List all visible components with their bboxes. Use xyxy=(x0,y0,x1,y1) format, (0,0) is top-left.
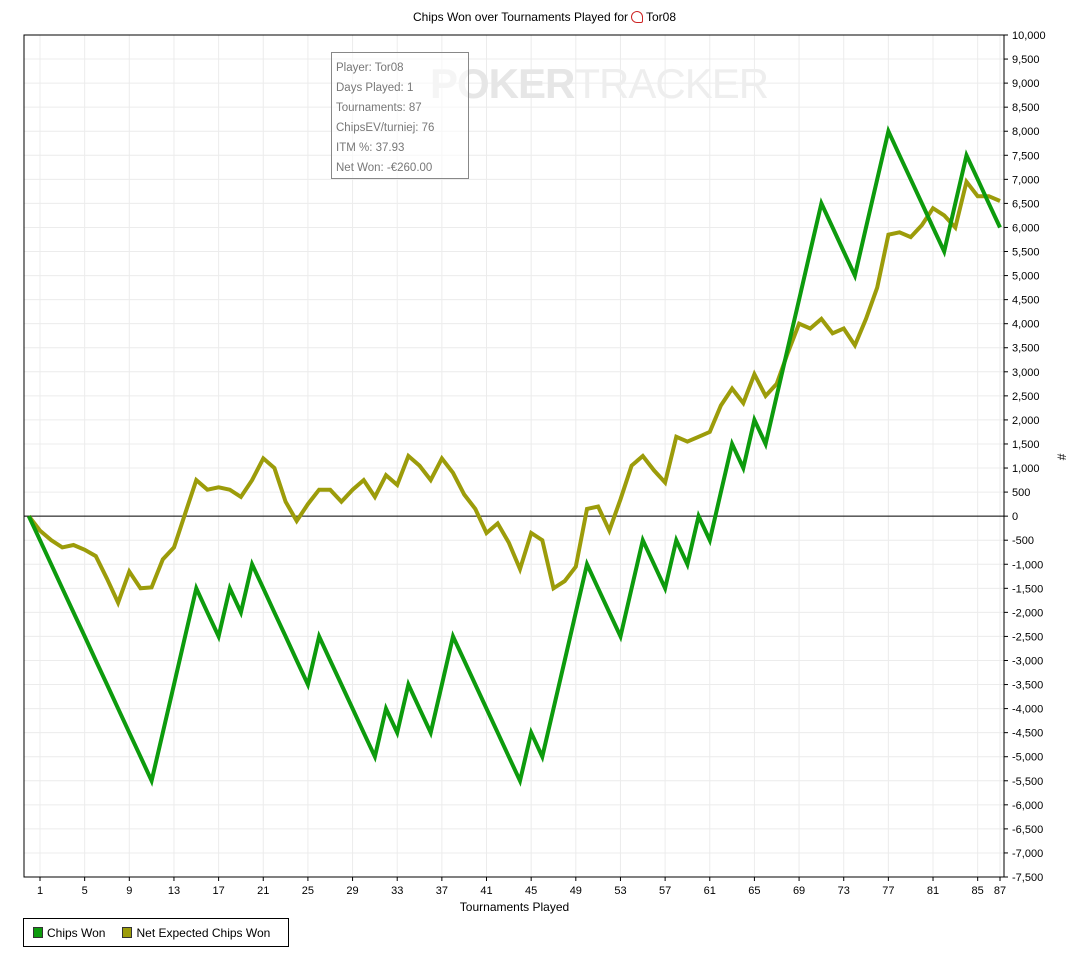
x-tick-label: 17 xyxy=(212,885,224,897)
y-tick-label: -5,000 xyxy=(1012,752,1043,764)
pokerstars-logo-icon xyxy=(630,11,643,23)
series-line-chips-won xyxy=(26,125,1002,787)
y-tick-label: -2,500 xyxy=(1012,631,1043,643)
legend-label: Net Expected Chips Won xyxy=(136,925,271,940)
x-tick-label: 81 xyxy=(927,885,939,897)
x-tick-label: 87 xyxy=(994,885,1006,897)
y-tick-label: 3,500 xyxy=(1012,343,1040,355)
x-tick-label: 25 xyxy=(302,885,314,897)
y-tick-label: 4,500 xyxy=(1012,295,1040,307)
y-tick-label: -3,000 xyxy=(1012,655,1043,667)
y-tick-label: 7,000 xyxy=(1012,174,1040,186)
y-tick-label: 1,500 xyxy=(1012,439,1040,451)
x-tick-label: 57 xyxy=(659,885,671,897)
y-tick-label: -5,500 xyxy=(1012,776,1043,788)
y-tick-label: 8,000 xyxy=(1012,126,1040,138)
x-tick-label: 33 xyxy=(391,885,403,897)
plot-area xyxy=(24,35,1004,877)
y-tick-label: -2,000 xyxy=(1012,607,1043,619)
x-tick-label: 65 xyxy=(748,885,760,897)
y-tick-label: 8,500 xyxy=(1012,102,1040,114)
series-line-net-expected-chips-won xyxy=(27,177,1001,608)
legend: Chips Won Net Expected Chips Won xyxy=(23,918,289,947)
y-tick-label: -500 xyxy=(1012,535,1034,547)
info-tournaments: Tournaments: 87 xyxy=(336,102,422,114)
x-tick-label: 73 xyxy=(838,885,850,897)
chart-title-text: Chips Won over Tournaments Played for xyxy=(412,10,628,24)
y-tick-label: -3,500 xyxy=(1012,680,1043,692)
y-tick-label: 6,500 xyxy=(1012,198,1040,210)
x-tick-label: 1 xyxy=(37,885,43,897)
x-tick-label: 9 xyxy=(126,885,132,897)
x-tick-label: 45 xyxy=(525,885,537,897)
x-tick-label: 85 xyxy=(972,885,984,897)
x-tick-label: 41 xyxy=(480,885,492,897)
x-tick-label: 13 xyxy=(168,885,180,897)
y-tick-label: 2,000 xyxy=(1012,415,1040,427)
y-tick-label: 2,500 xyxy=(1012,391,1040,403)
y-tick-label: -1,500 xyxy=(1012,583,1043,595)
info-days: Days Played: 1 xyxy=(336,82,414,94)
y-tick-label: 9,000 xyxy=(1012,78,1040,90)
y-tick-label: -6,000 xyxy=(1012,800,1043,812)
y-tick-label: 1,000 xyxy=(1012,463,1040,475)
pokertracker-watermark: POKERTRACKER xyxy=(430,60,769,107)
legend-item-chips-won[interactable]: Chips Won xyxy=(33,926,105,940)
chart-title-player: Tor08 xyxy=(645,10,677,24)
legend-swatch xyxy=(33,927,43,938)
x-tick-label: 21 xyxy=(257,885,269,897)
y-tick-label: 7,500 xyxy=(1012,150,1040,162)
x-tick-label: 53 xyxy=(614,885,626,897)
x-tick-label: 37 xyxy=(436,885,448,897)
y-tick-label: 0 xyxy=(1012,511,1018,523)
info-chipsev: ChipsEV/turniej: 76 xyxy=(336,122,435,134)
y-tick-label: 9,500 xyxy=(1012,54,1040,66)
y-tick-label: -6,500 xyxy=(1012,824,1043,836)
y-tick-label: 4,000 xyxy=(1012,319,1040,331)
x-axis-label: Tournaments Played xyxy=(459,900,570,914)
legend-item-net-expected[interactable]: Net Expected Chips Won xyxy=(122,926,270,940)
x-tick-label: 5 xyxy=(82,885,88,897)
y-tick-label: 10,000 xyxy=(1012,30,1046,42)
y-tick-label: -4,500 xyxy=(1012,728,1043,740)
x-tick-label: 77 xyxy=(882,885,894,897)
stats-infobox: Player: Tor08 Days Played: 1 Tournaments… xyxy=(331,52,469,179)
y-tick-label: 500 xyxy=(1012,487,1030,499)
y-tick-label: 3,000 xyxy=(1012,367,1040,379)
x-tick-label: 49 xyxy=(570,885,582,897)
y-tick-label: -7,500 xyxy=(1012,872,1043,884)
x-tick-label: 69 xyxy=(793,885,805,897)
y-axis-label: # xyxy=(1054,453,1069,461)
y-tick-label: 5,500 xyxy=(1012,247,1040,259)
y-tick-label: -1,000 xyxy=(1012,559,1043,571)
x-tick-label: 29 xyxy=(346,885,358,897)
y-tick-label: -4,000 xyxy=(1012,704,1043,716)
info-itm: ITM %: 37.93 xyxy=(336,142,405,154)
y-tick-label: -7,000 xyxy=(1012,848,1043,860)
info-player: Player: Tor08 xyxy=(336,62,404,74)
plot-border xyxy=(23,34,1005,878)
legend-label: Chips Won xyxy=(47,925,106,940)
x-tick-label: 61 xyxy=(704,885,716,897)
info-net-won: Net Won: -€260.00 xyxy=(336,162,433,174)
y-tick-label: 5,000 xyxy=(1012,271,1040,283)
legend-swatch xyxy=(122,927,133,938)
chart-title: Chips Won over Tournaments Played for Tor… xyxy=(0,10,1089,24)
y-tick-label: 6,000 xyxy=(1012,222,1040,234)
